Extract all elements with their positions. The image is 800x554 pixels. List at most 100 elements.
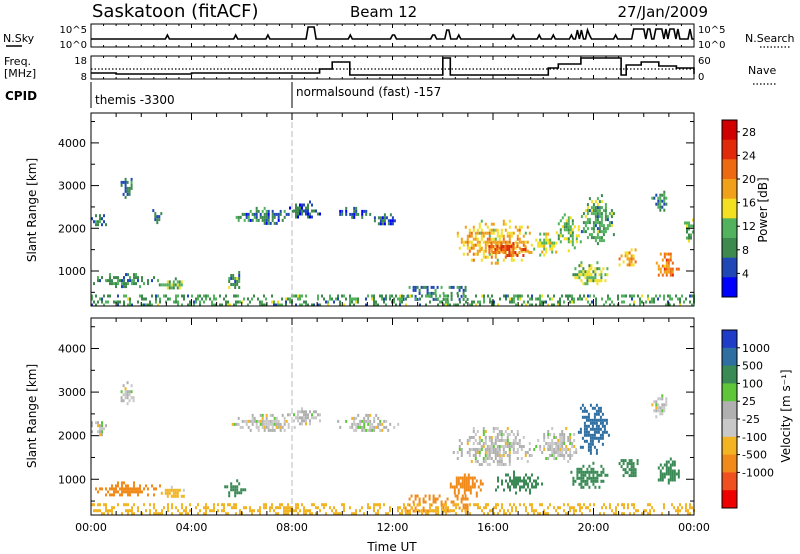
data-cell [247, 215, 250, 219]
data-cell [484, 430, 487, 433]
data-cell [555, 451, 558, 454]
data-cell [101, 300, 103, 304]
data-cell [476, 451, 479, 454]
data-cell [482, 433, 485, 436]
data-cell [471, 300, 473, 304]
velocity-frame [90, 317, 695, 516]
data-cell [464, 240, 467, 244]
data-cell [584, 270, 587, 274]
data-cell [615, 509, 617, 513]
data-cell [445, 503, 447, 507]
data-cell [478, 243, 481, 247]
data-cell [145, 297, 147, 301]
data-cell [632, 254, 635, 258]
data-cell [595, 448, 598, 452]
data-cell [311, 303, 313, 307]
data-cell [445, 506, 447, 510]
data-cell [681, 506, 683, 510]
data-cell [476, 228, 479, 232]
data-cell [679, 297, 681, 301]
data-cell [561, 216, 564, 220]
data-cell [143, 282, 145, 286]
data-cell [669, 478, 672, 482]
data-cell [482, 457, 485, 460]
colorbar-tick-label: -25 [742, 413, 760, 426]
data-cell [157, 303, 159, 307]
data-cell [604, 279, 607, 283]
data-cell [371, 422, 374, 426]
data-cell [661, 205, 664, 209]
data-cell [305, 206, 307, 210]
data-cell [531, 294, 533, 298]
data-cell [555, 445, 558, 448]
data-cell [137, 493, 139, 497]
data-cell [303, 512, 305, 516]
data-cell [166, 488, 169, 492]
data-cell [125, 503, 127, 507]
data-cell [117, 276, 119, 280]
data-cell [689, 300, 691, 304]
data-cell [459, 300, 461, 304]
data-cell [249, 218, 252, 222]
data-cell [586, 206, 589, 210]
data-cell [582, 464, 585, 468]
data-cell [236, 491, 239, 495]
data-cell [99, 214, 101, 218]
data-cell [428, 497, 431, 501]
data-cell [361, 506, 363, 510]
data-cell [465, 485, 468, 489]
data-cell [659, 412, 662, 416]
data-cell [470, 258, 473, 262]
data-cell [461, 482, 464, 486]
data-cell [295, 416, 297, 420]
data-cell [449, 303, 451, 307]
data-cell [522, 436, 525, 439]
data-cell [177, 509, 179, 513]
data-cell [123, 285, 125, 289]
data-cell [297, 206, 299, 210]
data-cell [481, 294, 483, 298]
data-cell [130, 384, 133, 388]
data-cell [665, 466, 668, 470]
data-cell [571, 237, 574, 241]
data-cell [164, 491, 167, 495]
data-cell [158, 215, 161, 219]
data-cell [641, 512, 643, 516]
data-cell [464, 288, 467, 292]
data-cell [379, 506, 381, 510]
data-cell [559, 433, 562, 436]
data-cell [416, 297, 419, 301]
data-cell [277, 215, 280, 219]
data-cell [409, 294, 411, 298]
data-cell [429, 509, 431, 513]
data-cell [124, 183, 127, 187]
data-cell [569, 439, 572, 442]
data-cell [127, 303, 129, 307]
data-cell [628, 257, 631, 261]
data-cell [547, 430, 550, 433]
data-cell [663, 297, 665, 301]
data-cell [465, 509, 467, 513]
data-cell [381, 294, 383, 298]
data-cell [461, 479, 464, 483]
data-cell [263, 503, 265, 507]
data-cell [119, 493, 121, 497]
data-cell [355, 512, 357, 516]
data-cell [341, 209, 344, 213]
data-cell [494, 442, 497, 445]
data-cell [379, 503, 381, 507]
data-cell [251, 509, 253, 513]
data-cell [588, 197, 591, 201]
data-cell [506, 234, 509, 238]
data-cell [657, 264, 660, 268]
data-cell [535, 238, 538, 242]
data-cell [573, 512, 575, 516]
data-cell [610, 209, 613, 213]
data-cell [478, 246, 481, 250]
data-cell [498, 237, 501, 241]
data-cell [553, 451, 556, 454]
data-cell [351, 425, 354, 429]
data-cell [565, 225, 568, 229]
data-cell [600, 215, 603, 219]
data-cell [586, 273, 589, 277]
